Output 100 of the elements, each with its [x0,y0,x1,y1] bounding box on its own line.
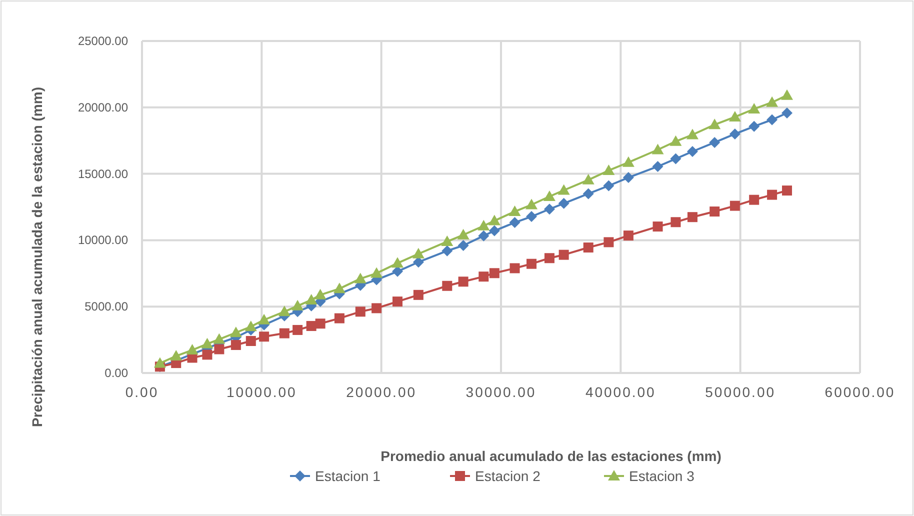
point [213,333,226,344]
point [278,306,290,316]
point [687,212,698,222]
point [526,211,538,222]
point [488,225,500,236]
point [509,217,520,228]
point [583,242,594,253]
point [603,180,614,192]
point [729,128,740,140]
point [781,89,794,100]
point [686,146,698,157]
point [392,296,402,307]
point [670,217,681,228]
legend-label: Estacion 3 [629,468,695,484]
point [154,357,166,368]
point [710,206,720,217]
point [748,120,760,132]
point [544,204,555,215]
point [766,114,778,126]
point [782,186,792,196]
point [372,303,382,314]
point [458,276,468,287]
point [306,320,316,331]
point [602,164,615,175]
x-tick-label: 0.00 [125,384,159,400]
point [766,96,778,107]
point [622,172,634,184]
point [652,144,664,154]
point [314,288,326,300]
point [315,318,326,329]
point [489,268,500,278]
x-tick-label: 50000.00 [705,384,776,400]
point [652,222,663,232]
point [670,153,682,164]
point [623,230,634,241]
point [708,118,721,130]
point [728,110,741,122]
point [652,160,664,172]
point [488,214,500,226]
y-tick-label: 5000.00 [84,300,128,314]
point [582,174,594,184]
point [354,272,366,284]
point [292,300,304,310]
point [186,344,198,355]
point [246,336,256,346]
point [292,324,303,335]
point [748,102,760,114]
point [441,236,454,246]
point [526,258,537,269]
point [305,294,318,304]
y-tick-label: 15000.00 [78,166,128,181]
point [442,245,453,256]
point [670,135,682,146]
point [558,250,569,260]
point [258,314,270,324]
x-tick-label: 30000.00 [466,384,536,400]
x-tick-label: 40000.00 [585,384,656,400]
y-axis-title: Precipitación anual acumulada de la estacion (mm) [29,87,45,427]
point [230,326,242,338]
point [582,188,594,200]
point [457,228,470,240]
point [370,267,383,278]
y-tick-label: 0.00 [104,366,128,380]
point [767,190,778,200]
point [782,107,793,118]
point [478,220,490,230]
point [244,320,257,332]
point [508,206,521,216]
point [686,128,698,140]
point [709,136,720,148]
point [558,198,570,209]
y-tick-label: 10000.00 [78,233,128,248]
point [749,194,760,205]
point [201,338,214,348]
point [526,198,538,210]
x-tick-label: 20000.00 [346,384,417,400]
x-tick-label: 60000.00 [824,384,896,400]
point [730,200,740,211]
point [333,282,346,294]
point [558,184,570,195]
point [334,313,344,324]
y-tick-label: 25000.00 [78,34,128,48]
point [544,253,554,264]
point [170,350,182,360]
point [214,344,224,354]
x-tick-label: 10000.00 [226,384,297,400]
point [355,306,366,317]
point [604,237,614,248]
point [478,272,489,282]
point [478,230,490,242]
point [259,332,270,342]
point [413,290,424,300]
point [230,340,241,350]
point [279,328,290,338]
point [412,256,424,268]
legend-label: Estacion 1 [315,468,381,484]
point [442,280,452,291]
point [458,240,469,252]
point [412,248,424,258]
y-tick-label: 20000.00 [78,100,128,114]
